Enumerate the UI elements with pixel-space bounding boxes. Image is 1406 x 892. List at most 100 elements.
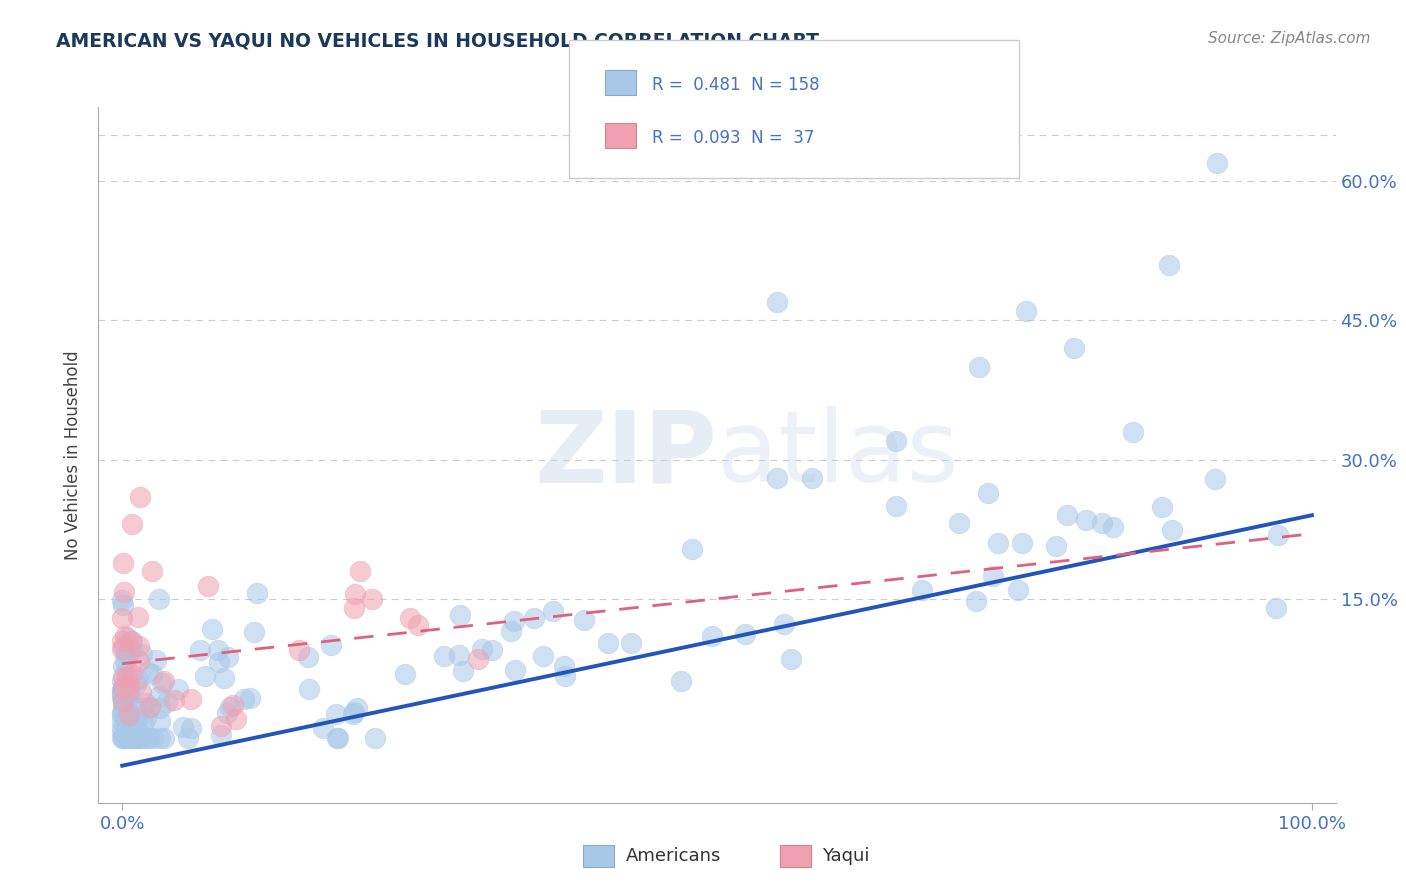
- Point: [111, 593, 134, 607]
- Point: [114, 646, 136, 660]
- Point: [343, 705, 366, 719]
- Point: [765, 471, 787, 485]
- Point: [115, 681, 138, 696]
- Point: [481, 643, 503, 657]
- Point: [197, 579, 219, 593]
- Point: [166, 681, 188, 696]
- Point: [111, 714, 134, 729]
- Point: [131, 731, 153, 745]
- Point: [1011, 536, 1033, 550]
- Point: [209, 727, 232, 741]
- Point: [149, 731, 172, 745]
- Point: [212, 671, 235, 685]
- Point: [124, 731, 146, 745]
- Point: [111, 640, 134, 654]
- Point: [111, 706, 134, 720]
- Point: [141, 564, 163, 578]
- Point: [987, 536, 1010, 550]
- Point: [503, 614, 526, 628]
- Point: [360, 592, 382, 607]
- Point: [115, 687, 138, 701]
- Point: [111, 707, 134, 722]
- Point: [734, 626, 756, 640]
- Point: [138, 731, 160, 745]
- Point: [111, 722, 134, 736]
- Point: [399, 611, 422, 625]
- Point: [127, 610, 149, 624]
- Point: [117, 631, 139, 645]
- Point: [111, 683, 134, 698]
- Point: [118, 708, 141, 723]
- Point: [965, 594, 987, 608]
- Point: [288, 642, 311, 657]
- Point: [1076, 513, 1098, 527]
- Point: [1091, 516, 1114, 531]
- Point: [553, 658, 575, 673]
- Text: R =  0.481  N = 158: R = 0.481 N = 158: [652, 76, 820, 94]
- Point: [121, 667, 143, 681]
- Point: [163, 692, 186, 706]
- Text: atlas: atlas: [717, 407, 959, 503]
- Point: [225, 712, 247, 726]
- Point: [112, 701, 135, 715]
- Point: [596, 636, 619, 650]
- Point: [142, 731, 165, 745]
- Point: [620, 636, 643, 650]
- Text: Source: ZipAtlas.com: Source: ZipAtlas.com: [1208, 31, 1371, 46]
- Point: [242, 624, 264, 639]
- Point: [246, 586, 269, 600]
- Point: [112, 688, 135, 702]
- Point: [138, 665, 160, 680]
- Point: [148, 592, 170, 607]
- Point: [343, 601, 366, 615]
- Point: [671, 674, 693, 689]
- Point: [112, 585, 135, 599]
- Point: [239, 690, 262, 705]
- Point: [125, 677, 148, 691]
- Point: [134, 696, 156, 710]
- Point: [1007, 582, 1029, 597]
- Point: [128, 654, 150, 668]
- Point: [115, 662, 138, 676]
- Point: [111, 681, 134, 695]
- Point: [127, 672, 149, 686]
- Text: AMERICAN VS YAQUI NO VEHICLES IN HOUSEHOLD CORRELATION CHART: AMERICAN VS YAQUI NO VEHICLES IN HOUSEHO…: [56, 31, 820, 50]
- Point: [505, 663, 527, 677]
- Point: [297, 650, 319, 665]
- Point: [112, 670, 135, 684]
- Point: [111, 642, 134, 657]
- Point: [681, 541, 703, 556]
- Point: [152, 731, 174, 745]
- Point: [111, 556, 134, 570]
- Point: [700, 629, 723, 643]
- Point: [111, 674, 134, 689]
- Point: [801, 471, 824, 485]
- Point: [111, 633, 134, 648]
- Point: [111, 731, 134, 745]
- Point: [129, 727, 152, 741]
- Point: [111, 681, 134, 696]
- Point: [1205, 155, 1227, 169]
- Point: [343, 587, 366, 601]
- Point: [111, 659, 134, 673]
- Point: [115, 731, 138, 745]
- Text: Americans: Americans: [626, 847, 721, 865]
- Point: [364, 731, 387, 745]
- Point: [149, 701, 172, 715]
- Point: [772, 617, 794, 632]
- Point: [112, 689, 135, 703]
- Point: [120, 731, 142, 745]
- Point: [554, 669, 576, 683]
- Point: [201, 622, 224, 636]
- Text: Yaqui: Yaqui: [823, 847, 870, 865]
- Point: [120, 689, 142, 703]
- Point: [139, 700, 162, 714]
- Point: [328, 731, 350, 745]
- Point: [180, 721, 202, 735]
- Point: [1265, 601, 1288, 615]
- Y-axis label: No Vehicles in Household: No Vehicles in Household: [65, 350, 83, 560]
- Point: [111, 598, 134, 612]
- Point: [115, 679, 138, 693]
- Point: [467, 651, 489, 665]
- Point: [129, 490, 152, 504]
